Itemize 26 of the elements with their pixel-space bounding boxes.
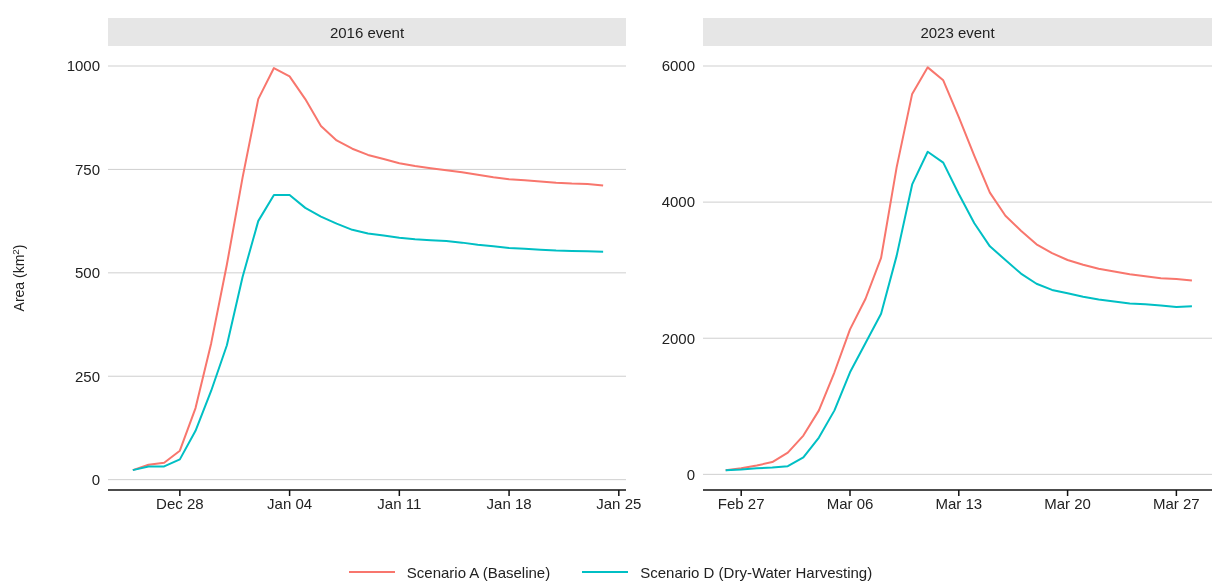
y-tick-label: 750 (74, 160, 100, 178)
x-tick-label: Mar 06 (826, 494, 874, 512)
line-series (131, 67, 605, 472)
x-tick-label: Mar 13 (935, 494, 983, 512)
y-tick-label: 1000 (66, 57, 100, 75)
y-tick-label: 250 (74, 367, 100, 385)
y-tick-label: 2000 (661, 329, 695, 347)
x-tick-label: Jan 11 (377, 494, 422, 512)
x-tick-label: Jan 04 (267, 494, 313, 512)
y-tick-label: 0 (91, 470, 100, 488)
x-tick-label: Jan 18 (486, 494, 532, 512)
x-tick-label: Dec 28 (156, 494, 204, 512)
x-tick-label: Mar 27 (1153, 494, 1200, 512)
y-tick-label: 0 (686, 465, 695, 483)
y-tick-label: 4000 (661, 193, 695, 211)
x-tick-label: Feb 27 (717, 494, 765, 512)
line-series (131, 194, 605, 472)
y-tick-label: 500 (74, 264, 100, 282)
y-tick-label: 6000 (661, 57, 695, 75)
line-series (724, 150, 1193, 472)
x-tick-label: Jan 25 (596, 494, 642, 512)
chart-title: 2023 event (703, 18, 1212, 46)
chart-title: 2016 event (108, 18, 626, 46)
legend-label: Scenario D (Dry-Water Harvesting) (640, 563, 873, 581)
legend-label: Scenario A (Baseline) (406, 563, 551, 581)
x-tick-label: Mar 20 (1044, 494, 1091, 512)
